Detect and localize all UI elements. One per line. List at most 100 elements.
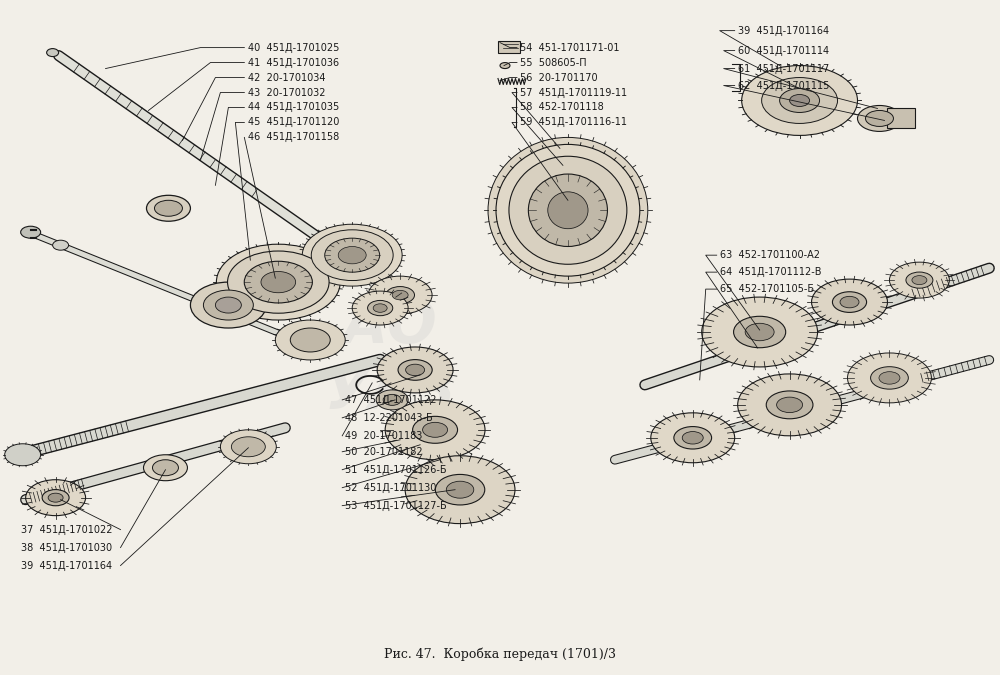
Ellipse shape bbox=[5, 443, 41, 466]
Ellipse shape bbox=[48, 493, 63, 502]
Ellipse shape bbox=[220, 430, 276, 464]
Text: 43  20-1701032: 43 20-1701032 bbox=[248, 88, 326, 97]
Ellipse shape bbox=[702, 297, 818, 367]
Ellipse shape bbox=[190, 282, 266, 328]
Ellipse shape bbox=[386, 287, 415, 304]
Ellipse shape bbox=[42, 489, 69, 506]
Ellipse shape bbox=[377, 347, 453, 393]
Ellipse shape bbox=[500, 63, 510, 69]
Text: Рис. 47.  Коробка передач (1701)/3: Рис. 47. Коробка передач (1701)/3 bbox=[384, 647, 616, 661]
Ellipse shape bbox=[152, 460, 178, 476]
Ellipse shape bbox=[21, 226, 41, 238]
Ellipse shape bbox=[528, 174, 607, 246]
Ellipse shape bbox=[413, 416, 458, 443]
Ellipse shape bbox=[146, 195, 190, 221]
Ellipse shape bbox=[879, 372, 900, 384]
Ellipse shape bbox=[832, 292, 867, 313]
Ellipse shape bbox=[651, 413, 735, 463]
Text: 63  452-1701100-А2: 63 452-1701100-А2 bbox=[720, 250, 820, 260]
Text: 52  451Д-1701130: 52 451Д-1701130 bbox=[345, 483, 437, 493]
Text: 39  451Д-1701164: 39 451Д-1701164 bbox=[21, 560, 112, 570]
Ellipse shape bbox=[302, 224, 402, 286]
Ellipse shape bbox=[446, 481, 474, 498]
Ellipse shape bbox=[906, 272, 933, 288]
Text: 55  508605-П: 55 508605-П bbox=[520, 57, 587, 68]
Ellipse shape bbox=[423, 423, 448, 437]
Text: 58  452-1701118: 58 452-1701118 bbox=[520, 103, 604, 113]
Text: 49  20-1701183: 49 20-1701183 bbox=[345, 431, 423, 441]
Ellipse shape bbox=[352, 291, 408, 325]
Text: 62  451Д-1701115: 62 451Д-1701115 bbox=[738, 80, 829, 90]
Ellipse shape bbox=[228, 251, 329, 313]
Ellipse shape bbox=[548, 192, 588, 229]
Text: 39  451Д-1701164: 39 451Д-1701164 bbox=[738, 26, 829, 36]
Text: 60  451Д-1701114: 60 451Д-1701114 bbox=[738, 46, 829, 55]
Ellipse shape bbox=[858, 105, 901, 132]
Ellipse shape bbox=[738, 374, 842, 436]
Text: 53  451Д-1701127-Б: 53 451Д-1701127-Б bbox=[345, 501, 447, 511]
Text: 40  451Д-1701025: 40 451Д-1701025 bbox=[248, 43, 340, 53]
Ellipse shape bbox=[777, 397, 803, 412]
Ellipse shape bbox=[889, 262, 949, 298]
Ellipse shape bbox=[325, 238, 380, 272]
Ellipse shape bbox=[26, 480, 86, 516]
FancyBboxPatch shape bbox=[887, 109, 915, 128]
Text: 65  452-1701105-Б: 65 452-1701105-Б bbox=[720, 284, 814, 294]
Ellipse shape bbox=[734, 317, 786, 348]
Ellipse shape bbox=[406, 364, 425, 376]
Ellipse shape bbox=[275, 320, 345, 360]
Text: 57  451Д-1701119-11: 57 451Д-1701119-11 bbox=[520, 88, 627, 97]
Ellipse shape bbox=[745, 323, 774, 341]
Ellipse shape bbox=[154, 200, 182, 216]
Text: 47  451Д-1701122: 47 451Д-1701122 bbox=[345, 395, 437, 405]
Ellipse shape bbox=[383, 394, 401, 406]
Ellipse shape bbox=[231, 437, 265, 457]
Ellipse shape bbox=[311, 230, 393, 281]
Ellipse shape bbox=[848, 353, 931, 403]
Ellipse shape bbox=[790, 95, 810, 107]
Text: 42  20-1701034: 42 20-1701034 bbox=[248, 72, 326, 82]
Ellipse shape bbox=[376, 390, 408, 410]
Ellipse shape bbox=[682, 431, 703, 444]
Ellipse shape bbox=[261, 271, 296, 293]
Ellipse shape bbox=[392, 290, 408, 300]
Text: 38  451Д-1701030: 38 451Д-1701030 bbox=[21, 543, 112, 553]
Ellipse shape bbox=[435, 475, 485, 505]
Ellipse shape bbox=[488, 138, 648, 283]
Ellipse shape bbox=[766, 391, 813, 418]
Ellipse shape bbox=[496, 144, 640, 276]
FancyBboxPatch shape bbox=[498, 40, 520, 53]
Ellipse shape bbox=[368, 276, 432, 314]
Ellipse shape bbox=[203, 290, 253, 320]
Ellipse shape bbox=[780, 88, 820, 113]
Ellipse shape bbox=[742, 65, 858, 136]
Text: 56  20-1701170: 56 20-1701170 bbox=[520, 72, 598, 82]
Ellipse shape bbox=[865, 111, 893, 126]
Text: 41  451Д-1701036: 41 451Д-1701036 bbox=[248, 57, 339, 68]
Ellipse shape bbox=[398, 360, 432, 380]
Text: 54  451-1701171-01: 54 451-1701171-01 bbox=[520, 43, 619, 53]
Ellipse shape bbox=[47, 49, 59, 57]
Text: 51  451Д-1701126-Б: 51 451Д-1701126-Б bbox=[345, 464, 447, 475]
Ellipse shape bbox=[216, 244, 340, 320]
Ellipse shape bbox=[215, 297, 241, 313]
Text: АО
УАЗ: АО УАЗ bbox=[324, 298, 456, 421]
Text: 50  20-1701182: 50 20-1701182 bbox=[345, 447, 423, 457]
Text: 45  451Д-1701120: 45 451Д-1701120 bbox=[248, 117, 340, 128]
Text: 61  451Д-1701117: 61 451Д-1701117 bbox=[738, 63, 829, 74]
Ellipse shape bbox=[871, 367, 908, 389]
Ellipse shape bbox=[840, 296, 859, 308]
Ellipse shape bbox=[290, 328, 330, 352]
Ellipse shape bbox=[385, 400, 485, 460]
Text: 59  451Д-1701116-11: 59 451Д-1701116-11 bbox=[520, 117, 627, 128]
Ellipse shape bbox=[53, 240, 69, 250]
Ellipse shape bbox=[368, 300, 393, 316]
Ellipse shape bbox=[244, 261, 312, 303]
Text: 64  451Д-1701112-В: 64 451Д-1701112-В bbox=[720, 267, 821, 277]
Ellipse shape bbox=[143, 455, 187, 481]
Ellipse shape bbox=[373, 304, 387, 313]
Text: 46  451Д-1701158: 46 451Д-1701158 bbox=[248, 132, 340, 142]
Ellipse shape bbox=[674, 427, 712, 449]
Text: 48  12-2201043-Б: 48 12-2201043-Б bbox=[345, 413, 433, 423]
Text: 37  451Д-1701022: 37 451Д-1701022 bbox=[21, 524, 112, 535]
